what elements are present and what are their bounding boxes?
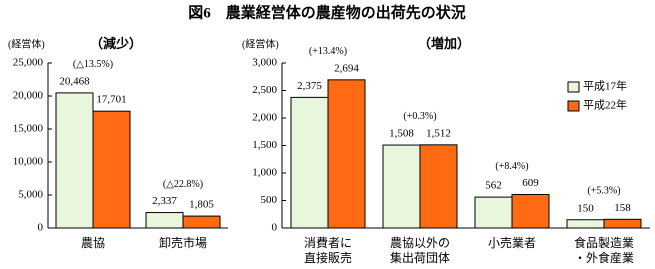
legend-label: 平成22年 — [583, 98, 627, 112]
x-tick-label: 農協 — [80, 236, 105, 250]
y-tick-label: 20,000 — [13, 90, 44, 102]
legend-swatch — [567, 100, 580, 112]
y-tick-label: 1,000 — [252, 167, 277, 179]
y-axis-label: (経営体) — [242, 37, 279, 50]
x-tick-label: 消費者に 直接販売 — [303, 236, 352, 265]
value-label: 1,508 — [389, 128, 414, 140]
annotation: (△13.5%) — [73, 59, 113, 70]
x-tick-label: 卸売市場 — [158, 236, 207, 250]
bar — [419, 144, 458, 229]
chart-title: 図6 農業経営体の農産物の出荷先の状況 — [188, 3, 466, 21]
bar — [290, 96, 329, 229]
legend-label: 平成17年 — [583, 79, 627, 93]
value-label: 150 — [577, 202, 594, 214]
y-tick-label: 25,000 — [13, 57, 44, 69]
y-tick-label: 0 — [272, 222, 278, 234]
value-label: 2,337 — [152, 195, 177, 207]
y-tick-label: 0 — [38, 222, 44, 234]
annotation: (+13.4%) — [309, 46, 347, 57]
value-label: 158 — [614, 202, 631, 214]
bar — [474, 196, 513, 229]
value-label: 562 — [485, 180, 502, 192]
x-tick-label: 農協以外の 集出荷団体 — [389, 236, 450, 265]
value-label: 1,512 — [426, 127, 451, 139]
subtitle: （増加） — [418, 36, 470, 51]
y-axis-label: (経営体) — [8, 37, 45, 50]
annotation: (△22.8%) — [163, 179, 203, 190]
value-label: 17,701 — [96, 94, 126, 106]
y-tick-label: 10,000 — [13, 156, 44, 168]
bar — [511, 194, 550, 229]
value-label: 2,375 — [297, 80, 322, 92]
bar — [145, 212, 184, 229]
bar — [92, 110, 131, 229]
y-tick-label: 1,500 — [252, 139, 277, 151]
value-label: 1,805 — [189, 199, 214, 211]
subtitle: （減少） — [90, 36, 142, 51]
value-label: 609 — [522, 177, 539, 189]
annotation: (+8.4%) — [495, 161, 528, 172]
bar — [182, 215, 221, 229]
x-tick-label: 小売業者 — [487, 236, 536, 250]
y-tick-label: 15,000 — [13, 123, 44, 135]
value-label: 2,694 — [334, 62, 359, 74]
x-tick-label: 食品製造業 ・外食産業 — [573, 236, 634, 265]
annotation: (+0.3%) — [403, 111, 436, 122]
y-tick-label: 2,000 — [252, 112, 277, 124]
bar — [603, 218, 642, 229]
y-tick-label: 3,000 — [252, 57, 277, 69]
y-tick-label: 5,000 — [18, 189, 43, 201]
y-tick-label: 2,500 — [252, 84, 277, 96]
bar — [55, 92, 94, 229]
value-label: 20,468 — [59, 75, 90, 87]
bar — [566, 219, 605, 229]
annotation: (+5.3%) — [587, 186, 620, 197]
legend-swatch — [567, 81, 580, 93]
bar — [382, 144, 421, 229]
bar — [327, 79, 366, 229]
y-tick-label: 500 — [261, 194, 278, 206]
